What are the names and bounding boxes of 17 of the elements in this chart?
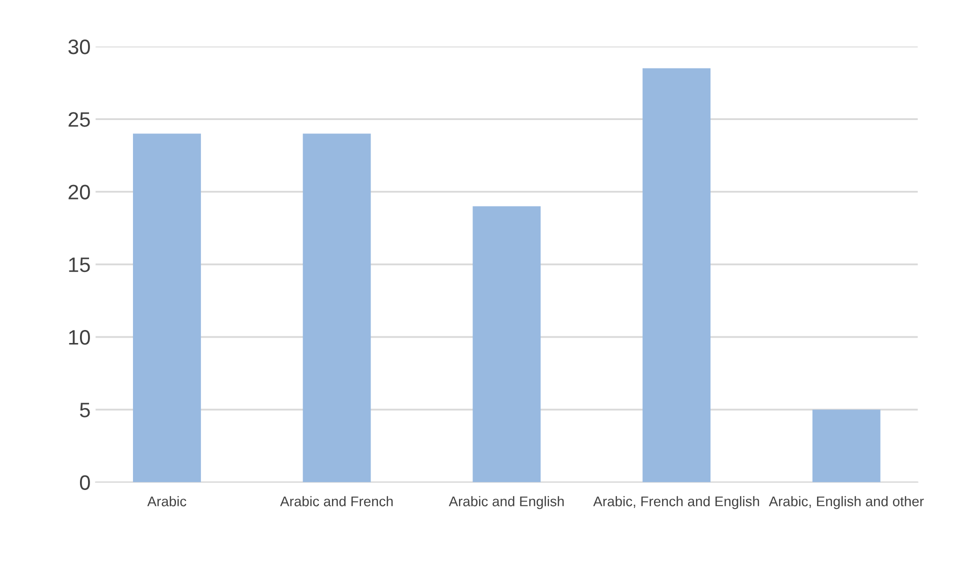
y-tick-label: 30 xyxy=(68,39,90,54)
y-tick-label: 20 xyxy=(68,184,90,200)
x-tick-label: Arabic, English and other xyxy=(768,496,924,510)
x-tick-label: Arabic xyxy=(147,496,186,506)
y-tick-label: 10 xyxy=(69,330,90,345)
x-tick-label: Arabic, French and English xyxy=(593,496,760,510)
bar xyxy=(812,410,880,482)
x-tick-label: Arabic and English xyxy=(448,496,564,510)
x-tick-label: Arabic and French xyxy=(280,496,393,506)
y-tick-label: 0 xyxy=(80,475,90,490)
y-tick-label: 5 xyxy=(80,402,90,418)
bar xyxy=(642,68,711,482)
bar xyxy=(132,134,201,482)
y-tick-label: 25 xyxy=(68,112,90,127)
bar xyxy=(472,206,541,482)
y-tick-label: 15 xyxy=(69,258,90,272)
bar xyxy=(302,134,371,482)
